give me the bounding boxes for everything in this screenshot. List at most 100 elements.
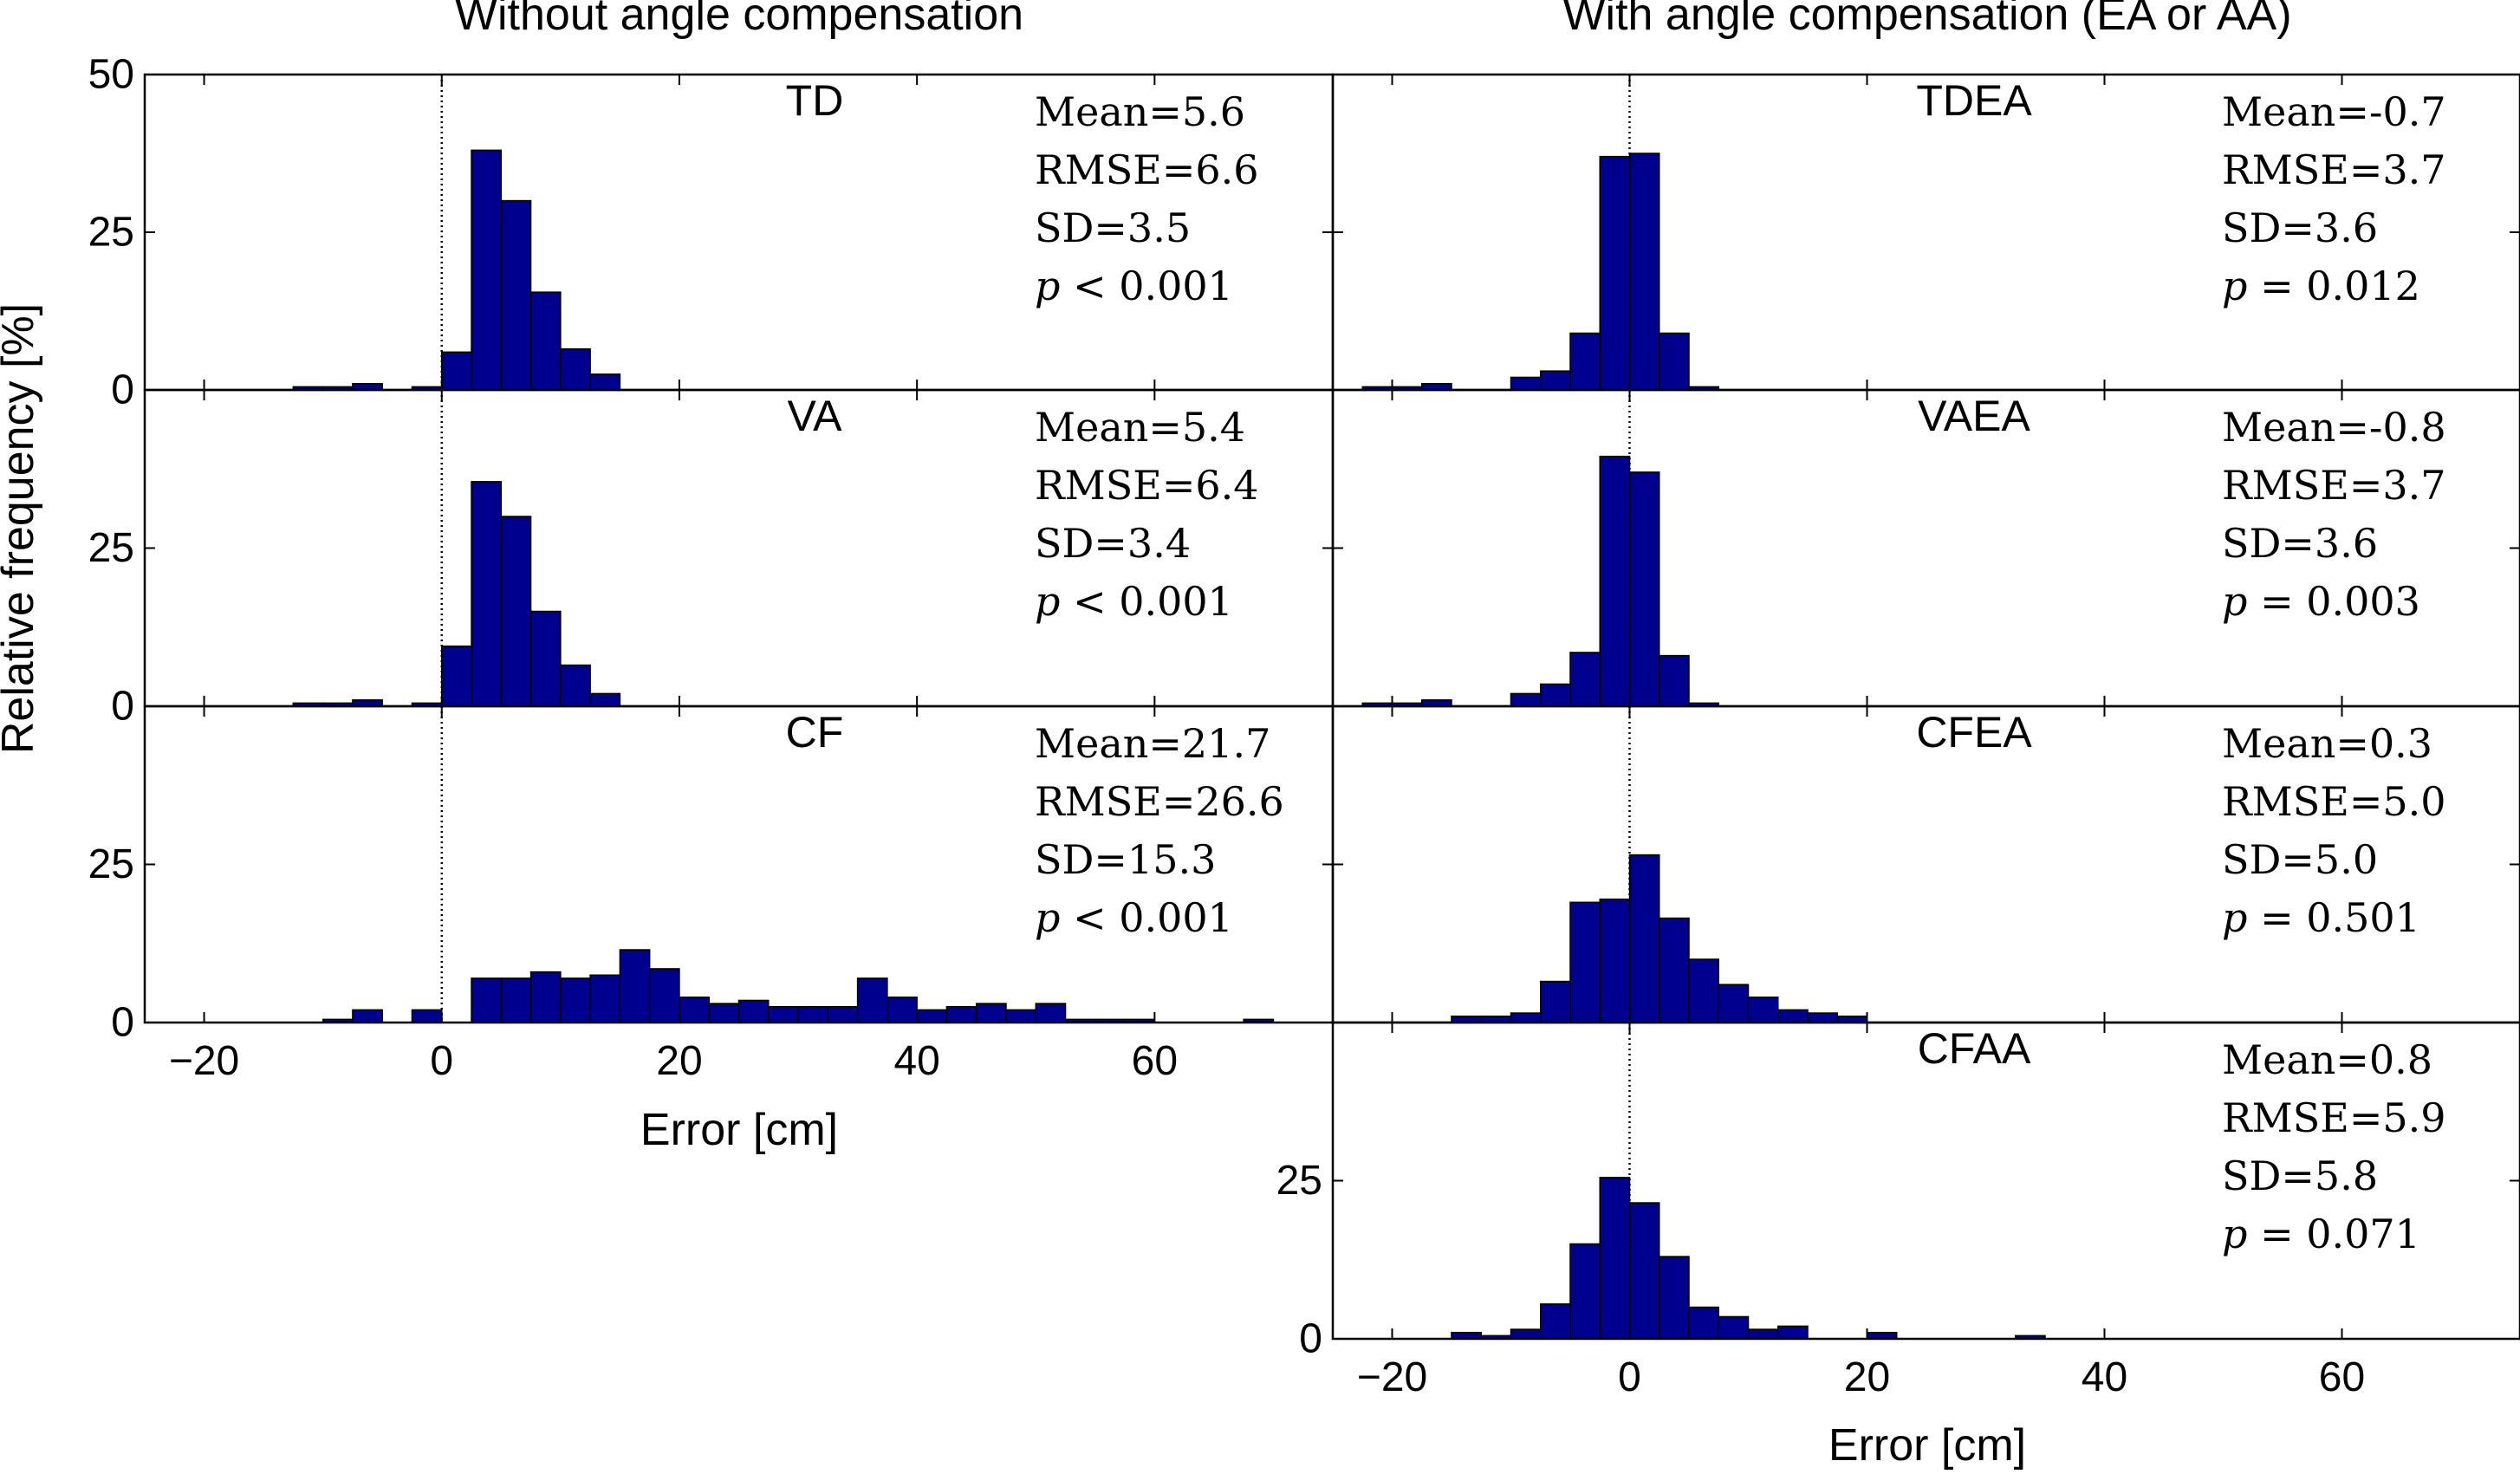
stat-line: RMSE=5.0 xyxy=(2222,778,2446,825)
panel-tdea: TDEA Mean=-0.7 RMSE=3.7 SD=3.6 p = 0.012 xyxy=(1331,73,2520,392)
x-tick-label: −20 xyxy=(169,1038,239,1084)
histogram-bar xyxy=(1659,654,1690,707)
panel-td: 0 25 50 TD Mean=5.6 RMSE=6.6 SD=3.5 p < 0.001 xyxy=(88,52,1335,413)
histogram-bar xyxy=(916,1009,948,1023)
right-x-axis-label: Error [cm] xyxy=(1828,1420,2026,1471)
histogram-bar xyxy=(441,351,472,391)
histogram-bar xyxy=(1718,1315,1750,1340)
stat-line: RMSE=3.7 xyxy=(2222,462,2446,509)
panel-label: CFEA xyxy=(1916,708,2032,756)
p-value-line: p = 0.012 xyxy=(2222,263,2420,309)
histogram-bar xyxy=(679,997,710,1023)
stat-line: RMSE=3.7 xyxy=(2222,146,2446,193)
histogram-bar xyxy=(1659,1256,1690,1340)
panel-label: CF xyxy=(786,708,844,756)
y-tick-label: 25 xyxy=(88,841,134,887)
histogram-bar xyxy=(768,1006,799,1023)
stat-line: SD=3.6 xyxy=(2222,520,2378,567)
stat-line: SD=3.5 xyxy=(1035,205,1191,251)
p-symbol: p xyxy=(2222,1211,2247,1257)
histogram-bar xyxy=(1569,1243,1601,1340)
x-tick-label: 40 xyxy=(893,1038,939,1084)
stat-line: Mean=21.7 xyxy=(1035,720,1270,767)
p-value-line: p = 0.003 xyxy=(2222,578,2420,625)
histogram-bar xyxy=(1628,471,1660,707)
histogram-bar xyxy=(1777,1325,1809,1340)
histogram-bar xyxy=(1569,901,1601,1023)
histogram-bar xyxy=(1540,370,1571,391)
stat-line: Mean=5.6 xyxy=(1035,88,1245,135)
x-tick-label: 20 xyxy=(1844,1354,1890,1400)
histogram-bar xyxy=(1628,1202,1660,1340)
histogram-bar xyxy=(1747,1328,1779,1340)
histogram-bar xyxy=(619,949,651,1023)
stat-line: Mean=-0.7 xyxy=(2222,88,2446,135)
p-symbol: p xyxy=(2222,578,2247,625)
histogram-bar xyxy=(500,199,532,391)
histogram-bar xyxy=(1510,692,1542,707)
histogram-bar xyxy=(827,1006,859,1023)
histogram-bar xyxy=(1688,958,1719,1023)
p-value-line: p < 0.001 xyxy=(1035,578,1233,625)
histogram-bar xyxy=(1569,652,1601,707)
histogram-bar xyxy=(1510,1012,1542,1023)
histogram-bar xyxy=(1777,1009,1809,1023)
histogram-bar xyxy=(352,1009,383,1023)
panel-cfaa: 0 25 −20 0 20 40 60 CFAA Mean=0.8 RMSE=5.9 SD=5.8 p… xyxy=(1276,1021,2520,1400)
stat-line: Mean=5.4 xyxy=(1035,404,1245,451)
stat-line: SD=15.3 xyxy=(1035,836,1216,883)
stat-line: Mean=0.3 xyxy=(2222,720,2432,767)
stat-line: SD=5.0 xyxy=(2222,836,2378,883)
histogram-bar xyxy=(856,977,888,1023)
histogram-bar xyxy=(1599,1177,1631,1340)
x-tick-label: −20 xyxy=(1357,1354,1427,1400)
panel-label: VA xyxy=(788,392,843,440)
histogram-bar xyxy=(1540,980,1571,1023)
p-value-line: p = 0.501 xyxy=(2222,894,2420,941)
p-symbol: p xyxy=(1035,263,1060,309)
p-value-line: p = 0.071 xyxy=(2222,1211,2420,1257)
left-x-axis-label: Error [cm] xyxy=(640,1105,838,1155)
histogram-bar xyxy=(1035,1003,1067,1023)
histogram-bar xyxy=(529,971,562,1023)
stat-line: SD=3.6 xyxy=(2222,205,2378,251)
histogram-bar xyxy=(1659,332,1690,391)
histogram-bar xyxy=(1510,376,1542,391)
histogram-bar xyxy=(500,977,532,1023)
histogram-bar xyxy=(1628,854,1660,1023)
histogram-bar xyxy=(1807,1012,1838,1023)
p-symbol: p xyxy=(1035,894,1060,941)
y-tick-label: 25 xyxy=(88,525,134,571)
histogram-bar xyxy=(1718,984,1750,1023)
histogram-bar xyxy=(648,968,680,1023)
histogram-bar xyxy=(471,481,503,707)
p-value-line: p < 0.001 xyxy=(1035,894,1233,941)
histogram-bar xyxy=(1005,1009,1036,1023)
histogram-bar xyxy=(1540,1303,1571,1340)
panel-vaea: VAEA Mean=-0.8 RMSE=3.7 SD=3.6 p = 0.003 xyxy=(1331,388,2520,708)
left-column-title: Without angle compensation xyxy=(455,0,1023,40)
p-value-line: p < 0.001 xyxy=(1035,263,1233,309)
y-tick-label: 0 xyxy=(111,1000,134,1046)
x-tick-label: 60 xyxy=(2319,1354,2365,1400)
histogram-bar xyxy=(1540,683,1571,707)
panel-label: CFAA xyxy=(1918,1024,2031,1073)
panel-label: VAEA xyxy=(1918,392,2030,440)
histogram-bar xyxy=(887,997,918,1023)
histogram-bar xyxy=(1659,917,1690,1023)
stat-line: RMSE=6.4 xyxy=(1035,462,1259,509)
histogram-bar xyxy=(1747,997,1779,1023)
x-tick-label: 0 xyxy=(1618,1354,1641,1400)
histogram-bar xyxy=(589,373,621,391)
y-tick-label: 50 xyxy=(88,52,134,98)
histogram-bar xyxy=(589,692,621,707)
histogram-bar xyxy=(1599,155,1631,391)
histogram-bar xyxy=(560,347,591,391)
x-tick-label: 0 xyxy=(430,1038,453,1084)
p-symbol: p xyxy=(1035,578,1060,625)
y-tick-label: 0 xyxy=(111,684,134,730)
stat-line: RMSE=6.6 xyxy=(1035,146,1259,193)
stat-line: Mean=0.8 xyxy=(2222,1036,2432,1083)
histogram-bar xyxy=(797,1006,829,1023)
